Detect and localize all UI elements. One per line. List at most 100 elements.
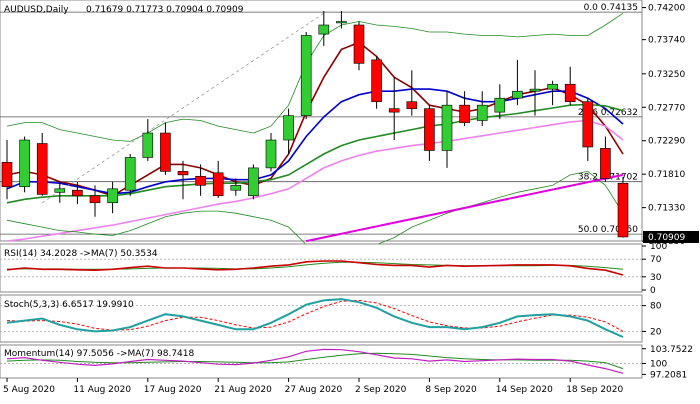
candle-29: [512, 59, 523, 106]
candle-23: [406, 70, 418, 116]
candle-0: [1, 140, 13, 200]
candle-3: [54, 181, 66, 203]
candle-body-17: [300, 35, 312, 116]
momentum-ma-line: [6, 352, 624, 370]
momentum-line: [6, 348, 624, 374]
trendline: [41, 12, 325, 204]
candle-33: [582, 98, 594, 161]
rsi-tick-1: 70: [650, 255, 662, 265]
candle-35: [617, 176, 629, 238]
stoch-plot: 80 20: [0, 298, 662, 338]
candle-body-12: [212, 172, 224, 197]
candle-10: [177, 160, 189, 200]
candle-18: [318, 11, 330, 46]
momentum-tick-1: 100: [650, 359, 667, 369]
candle-body-21: [371, 59, 382, 102]
candle-body-16: [283, 115, 294, 141]
candle-11: [195, 164, 206, 196]
candle-body-29: [512, 90, 523, 99]
candle-body-32: [564, 83, 576, 102]
price-tick-3: 0.72770: [648, 103, 685, 113]
rsi-pane: [0, 243, 643, 293]
candle-body-19: [336, 21, 347, 24]
candle-body-0: [1, 162, 13, 188]
price-axis: 0.74200 0.73740 0.73250 0.72770 0.72290 0.718…: [642, 4, 699, 247]
candle-body-33: [582, 101, 594, 148]
candle-9: [160, 122, 171, 175]
momentum-tick-2: 97.2081: [650, 370, 687, 380]
momentum-pane: [0, 344, 643, 379]
candle-15: [265, 133, 277, 172]
candle-4: [72, 181, 83, 205]
current-price-box: [643, 230, 699, 243]
candle-body-35: [617, 182, 629, 238]
stoch-main-line: [6, 298, 624, 338]
candle-12: [212, 160, 224, 198]
candles: [1, 11, 629, 238]
candle-body-34: [600, 148, 611, 179]
ohlc-readout: 0.71679 0.71773 0.70904 0.70909: [86, 5, 244, 15]
stoch-tick-0: 80: [650, 302, 662, 312]
price-tick-1: 0.73740: [648, 36, 685, 46]
date-tick-1: 11 Aug 2020: [73, 385, 131, 395]
fib-label-3: 50.0 0.70950: [578, 225, 638, 235]
current-price-label: 0.70909: [648, 233, 685, 243]
candle-body-28: [494, 97, 506, 113]
fib-label-1: 23.6 0.72632: [578, 108, 638, 118]
candle-body-9: [160, 132, 171, 172]
candle-body-20: [353, 24, 365, 64]
candle-body-23: [406, 101, 418, 109]
candle-17: [300, 31, 312, 120]
date-tick-3: 21 Aug 2020: [214, 385, 272, 395]
candle-body-1: [19, 139, 30, 188]
candle-14: [248, 164, 259, 200]
rsi-plot: 100 70 30 0: [0, 242, 667, 296]
candle-30: [529, 70, 541, 116]
ma-violet-line: [6, 119, 624, 242]
momentum-tick-0: 103.7522: [650, 345, 693, 355]
candle-32: [564, 66, 576, 106]
candle-19: [336, 11, 347, 29]
candle-28: [494, 84, 506, 120]
date-tick-5: 2 Sep 2020: [355, 385, 407, 395]
price-tick-2: 0.73250: [648, 70, 685, 80]
candle-body-14: [248, 167, 259, 197]
candle-22: [388, 77, 400, 141]
candle-24: [424, 105, 435, 161]
candle-body-30: [529, 88, 541, 92]
price-tick-4: 0.72290: [648, 137, 685, 147]
candle-body-22: [388, 108, 400, 113]
date-axis: 5 Aug 2020 11 Aug 2020 17 Aug 2020 21 Aug 2…: [3, 378, 624, 395]
date-tick-2: 17 Aug 2020: [144, 385, 202, 395]
candle-body-10: [177, 171, 189, 176]
candle-2: [36, 133, 48, 196]
candle-26: [459, 91, 470, 127]
candle-6: [107, 181, 118, 214]
rsi-tick-3: 0: [650, 286, 656, 296]
stoch-signal-line: [6, 299, 624, 332]
candle-13: [230, 178, 242, 196]
momentum-title: Momentum(14) 97.5056 ->MA(7) 98.7418: [4, 349, 195, 359]
stoch-title: Stoch(5,3,3) 6.6517 19.9910: [4, 300, 134, 310]
magenta-line: [305, 173, 624, 243]
candle-body-13: [230, 185, 242, 191]
rsi-tick-2: 30: [650, 273, 662, 283]
price-tick-5: 0.71810: [648, 170, 685, 180]
candle-body-27: [476, 104, 488, 121]
bb-upper-line: [6, 12, 624, 142]
candle-body-2: [36, 143, 48, 195]
candle-34: [600, 136, 611, 182]
candle-body-15: [265, 139, 277, 169]
candle-8: [142, 119, 154, 161]
candle-body-26: [459, 104, 470, 123]
candle-body-7: [124, 157, 136, 191]
candle-body-5: [89, 195, 101, 204]
candle-7: [124, 153, 136, 196]
date-tick-8: 18 Sep 2020: [566, 385, 623, 395]
date-tick-4: 27 Aug 2020: [285, 385, 343, 395]
rsi-line: [6, 260, 624, 276]
